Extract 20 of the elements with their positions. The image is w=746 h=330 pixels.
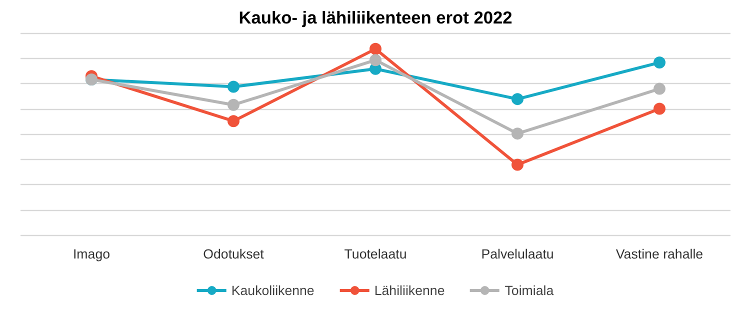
point [654,56,666,69]
legend-label: Kaukoliikenne [231,282,314,298]
point [654,82,666,95]
point [654,102,666,115]
chart-title: Kauko- ja lähiliikenteen erot 2022 [238,8,512,28]
point [512,93,524,106]
point [370,42,382,55]
point [512,158,524,171]
point [370,54,382,66]
x-tick-label: Odotukset [203,246,264,262]
point [228,80,240,93]
point [512,128,524,140]
x-tick-label: Vastine rahalle [616,246,704,262]
legend-label: Toimiala [504,282,554,298]
point [228,115,240,128]
x-tick-label: Tuotelaatu [344,246,407,262]
x-tick-label: Palvelulaatu [481,246,554,262]
x-tick-label: Imago [72,246,110,262]
legend-label: Lähiliikenne [374,282,445,298]
point [228,98,240,111]
